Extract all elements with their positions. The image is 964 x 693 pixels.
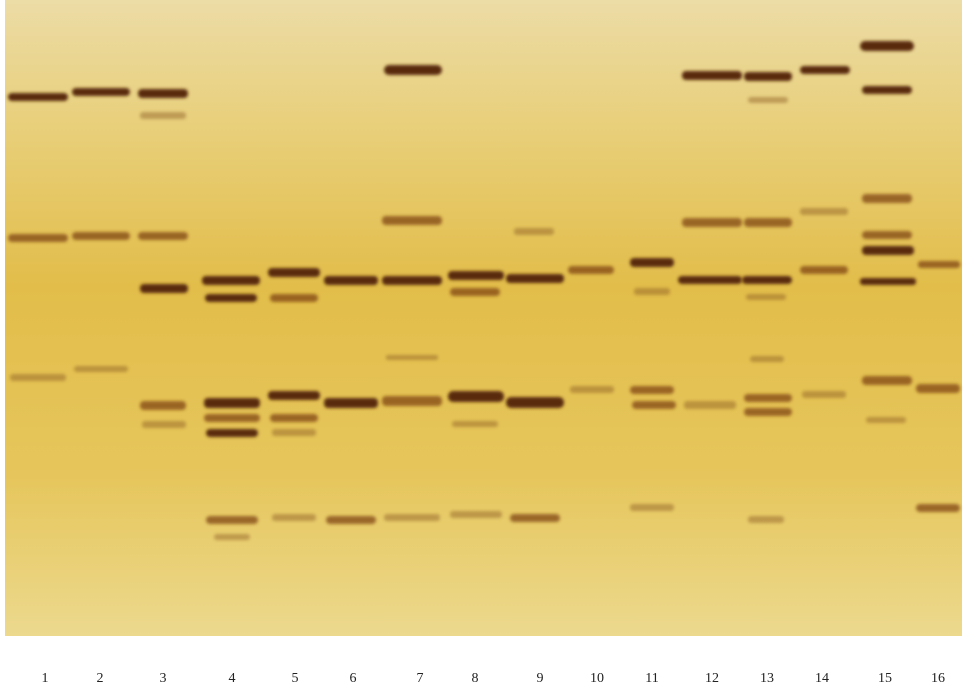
bands [8, 41, 960, 540]
lane-label: 1 [42, 671, 49, 686]
lane-labels: 1 2 3 4 5 6 7 8 9 10 11 12 13 14 15 16 [42, 671, 946, 686]
lane-label: 7 [417, 671, 424, 686]
lane-label: 9 [537, 671, 544, 686]
lane-label: 15 [878, 671, 892, 686]
lane-label: 12 [705, 671, 719, 686]
gel-background [5, 0, 962, 636]
lane-label: 11 [645, 671, 658, 686]
lane-label: 2 [97, 671, 104, 686]
lane-label: 16 [931, 671, 945, 686]
lane-label: 8 [472, 671, 479, 686]
lane-label: 6 [350, 671, 357, 686]
lane-label: 5 [292, 671, 299, 686]
lane-label: 3 [160, 671, 167, 686]
lane-label: 4 [229, 671, 236, 686]
lane-label: 14 [815, 671, 829, 686]
lane-label: 13 [760, 671, 774, 686]
lane-label: 10 [590, 671, 604, 686]
